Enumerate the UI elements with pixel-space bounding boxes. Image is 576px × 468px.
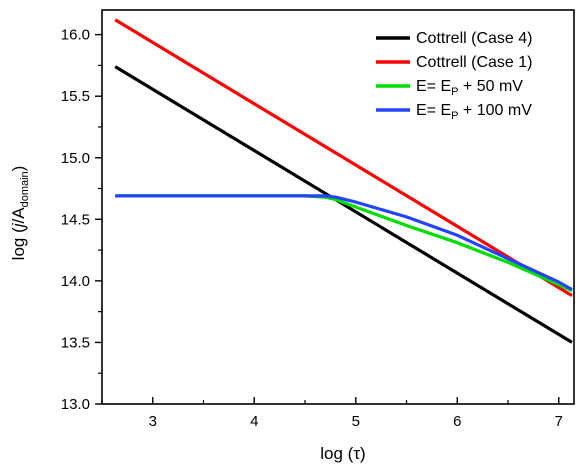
plot-frame [101,9,575,405]
series-line-1 [114,65,573,344]
y-axis-title: log (j/Adomain) [9,166,31,261]
legend: Cottrell (Case 4) Cottrell (Case 1) E= EP … [376,30,532,122]
x-tick-label: 5 [352,413,360,430]
legend-label-2: Cottrell (Case 1) [416,54,532,71]
x-tick-label: 6 [453,413,461,430]
series-line-4 [115,194,573,291]
y-tick-label: 14.0 [61,273,90,290]
series-line-2 [114,18,573,297]
y-tick-label: 13.0 [61,396,90,413]
y-tick-label: 16.0 [61,27,90,44]
plot-area [102,10,574,404]
legend-label-4: E= EP + 100 mV [416,102,532,122]
x-axis-title: log (τ) [320,444,365,463]
y-tick-label: 15.5 [61,88,90,105]
y-tick-label: 13.5 [61,334,90,351]
x-tick-label: 4 [250,413,258,430]
y-tick-label: 14.5 [61,211,90,228]
x-tick-label: 7 [555,413,563,430]
x-tick-label: 3 [149,413,157,430]
y-tick-label: 15.0 [61,150,90,167]
series-layer [114,18,573,344]
legend-label-1: Cottrell (Case 4) [416,30,532,47]
axes-layer: 3 4 5 6 7 13.0 13.5 14.0 14.5 15.0 15.5 16.0 [61,9,575,430]
plot-background [102,10,574,404]
legend-label-3: E= EP + 50 mV [416,78,523,98]
